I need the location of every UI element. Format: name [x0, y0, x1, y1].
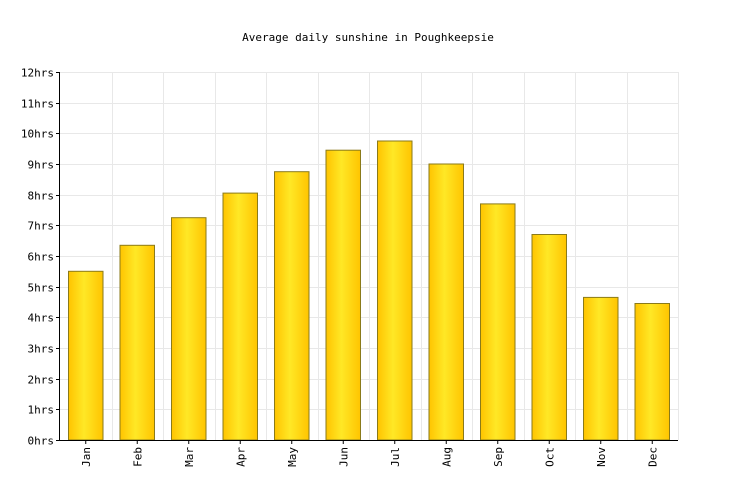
bar-apr: [222, 192, 258, 441]
bar-oct: [531, 234, 567, 441]
y-tick-label: 9hrs: [28, 159, 55, 172]
x-tick-label: Feb: [131, 447, 144, 467]
bar-may: [274, 171, 310, 441]
y-tick-label: 4hrs: [28, 312, 55, 325]
y-tick-label: 2hrs: [28, 374, 55, 387]
x-tick-label: Sep: [492, 447, 505, 467]
bar-jul: [377, 140, 413, 441]
grid-lines: [60, 72, 679, 440]
bar-dec: [634, 303, 670, 441]
bars: [68, 140, 670, 441]
bar-mar: [171, 217, 207, 441]
chart-title: Average daily sunshine in Poughkeepsie: [242, 31, 494, 44]
x-tick-label: Jun: [337, 447, 350, 467]
y-tick-label: 8hrs: [28, 190, 55, 203]
x-tick-label: Aug: [440, 447, 453, 467]
x-axis-tick-labels: Jan Feb Mar Apr May Jun Jul Aug Sep Oct Nov Dec: [80, 440, 659, 467]
y-tick-label: 12hrs: [21, 67, 54, 80]
x-tick-label: Oct: [543, 447, 556, 467]
y-tick-label: 1hrs: [28, 404, 55, 417]
x-tick-label: Nov: [595, 447, 608, 467]
y-tick-label: 7hrs: [28, 220, 55, 233]
bar-aug: [428, 163, 464, 441]
x-tick-label: Apr: [234, 447, 247, 467]
x-tick-label: Mar: [183, 447, 196, 467]
bar-nov: [583, 296, 619, 441]
x-tick-label: Dec: [646, 447, 659, 467]
x-tick-label: Jul: [389, 447, 402, 467]
bar-jan: [68, 270, 104, 441]
x-tick-label: Jan: [80, 447, 93, 467]
y-tick-label: 0hrs: [28, 435, 55, 448]
bar-feb: [119, 244, 155, 441]
y-tick-label: 5hrs: [28, 282, 55, 295]
bar-jun: [325, 149, 361, 441]
y-tick-label: 10hrs: [21, 128, 54, 141]
x-tick-label: May: [286, 447, 299, 467]
bar-sep: [480, 203, 516, 441]
y-tick-label: 11hrs: [21, 98, 54, 111]
y-axis-tick-labels: 0hrs 1hrs 2hrs 3hrs 4hrs 5hrs 6hrs 7hrs 8hrs 9hrs…: [21, 67, 60, 448]
y-tick-label: 6hrs: [28, 251, 55, 264]
y-tick-label: 3hrs: [28, 343, 55, 356]
